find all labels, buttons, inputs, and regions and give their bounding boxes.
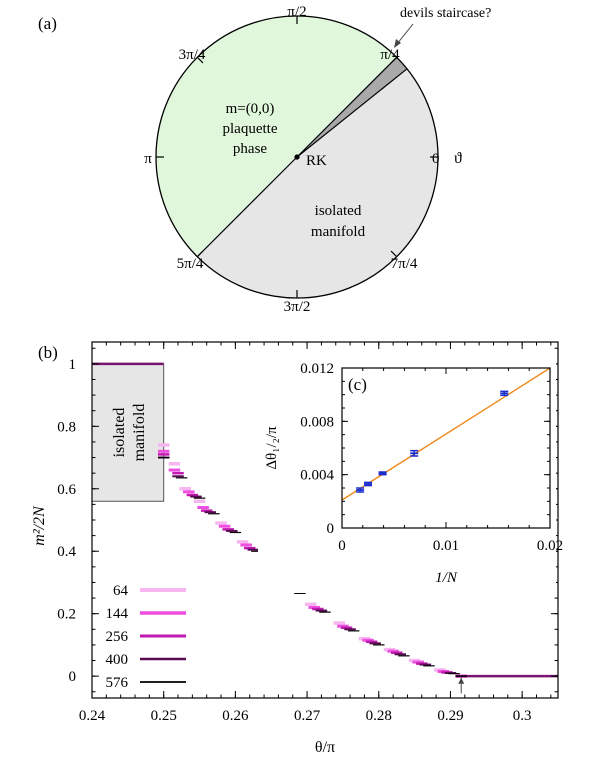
- sector-0: [156, 16, 397, 257]
- y-tick-label-b-2: 0.4: [57, 544, 76, 560]
- angle-tick-label-1: π/4: [380, 47, 400, 63]
- angle-tick-label-7: 7π/4: [391, 256, 418, 272]
- legend-label-64: 64: [113, 583, 129, 599]
- series-64: [157, 443, 467, 678]
- isolated-manifold-label: isolated manifold: [111, 404, 148, 462]
- y-tick-label-b-1: 0.2: [57, 607, 76, 623]
- panel-label-c: (c): [348, 375, 367, 394]
- angle-tick-1: [390, 56, 398, 64]
- y-tick-label-c-3: 0.012: [300, 361, 334, 377]
- isolated-manifold-label-line-1: manifold: [131, 404, 148, 462]
- isolated-manifold-region: [91, 363, 165, 502]
- transition-arrow-head: [458, 677, 465, 684]
- legend-label-144: 144: [106, 606, 129, 622]
- fit-line: [341, 367, 551, 501]
- x-tick-label-b-2: 0.26: [222, 708, 249, 724]
- y-tick-label-c-2: 0.008: [300, 414, 334, 430]
- inset-background: [258, 358, 556, 593]
- boundary-line-1: [296, 56, 398, 158]
- y-tick-label-b-4: 0.8: [57, 419, 76, 435]
- annotation-devils-staircase: devils staircase?: [400, 6, 491, 21]
- y-tick-label-c-1: 0.004: [300, 468, 334, 484]
- y-tick-label-c-0: 0: [327, 521, 335, 537]
- panel-label-a: (a): [38, 14, 57, 33]
- plaquette-label-line-2: phase: [233, 141, 267, 157]
- angle-tick-label-3: 3π/4: [179, 47, 206, 63]
- x-tick-label-b-0: 0.24: [79, 708, 106, 724]
- annotation-arrow-line: [396, 23, 414, 45]
- legend-label-256: 256: [106, 629, 129, 645]
- y-tick-label-b-5: 1: [69, 357, 77, 373]
- panel-label-b: (b): [38, 343, 58, 362]
- angle-tick-7: [390, 250, 398, 258]
- y-axis-label-b: m²/2N: [31, 505, 48, 546]
- rk-point: [294, 154, 300, 160]
- x-tick-label-b-1: 0.25: [151, 708, 177, 724]
- center-label-rk: RK: [306, 153, 327, 169]
- y-tick-label-b-3: 0.6: [57, 482, 76, 498]
- x-tick-label-b-6: 0.3: [513, 708, 532, 724]
- angle-tick-label-0: 0: [432, 151, 440, 167]
- x-tick-label-b-5: 0.29: [437, 708, 463, 724]
- angle-tick-label-2: π/2: [287, 4, 306, 20]
- panel-a-circle-diagram: (a) 0 π/4 π/2 3π/4 π 5π/4 3π/2 7π/4 ϑ RK m=(0,0) pla…: [38, 4, 491, 315]
- angle-tick-label-4: π: [144, 151, 152, 167]
- sector-1: [297, 57, 408, 157]
- x-tick-label-c-1: 0.01: [433, 538, 459, 554]
- y-tick-label-b-0: 0: [69, 669, 77, 685]
- boundary-line-0: [296, 68, 408, 158]
- x-tick-label-b-4: 0.28: [366, 708, 392, 724]
- angle-tick-label-6: 3π/2: [284, 299, 311, 315]
- plaquette-label-line-0: m=(0,0): [226, 101, 275, 117]
- panel-b-staircase-plot: (b) isolated manifold 0.24 0.25 0.26 0.27 0.28 0…: [31, 341, 559, 756]
- x-tick-label-c-2: 0.02: [537, 538, 563, 554]
- sector-2: [197, 68, 438, 298]
- annotation-arrow-head: [394, 39, 401, 48]
- isolated-label-line-1: manifold: [311, 224, 366, 240]
- isolated-manifold-label-line-0: isolated: [111, 408, 128, 458]
- x-tick-label-c-0: 0: [338, 538, 346, 554]
- angle-tick-label-5: 5π/4: [177, 256, 204, 272]
- x-tick-label-b-3: 0.27: [294, 708, 321, 724]
- x-axis-label-c: 1/N: [435, 570, 458, 586]
- isolated-label-line-0: isolated: [315, 203, 362, 219]
- plaquette-label-line-1: plaquette: [223, 121, 278, 137]
- legend-label-576: 576: [106, 675, 129, 691]
- angle-tick-5: [196, 250, 204, 258]
- x-axis-label-b: θ/π: [315, 739, 335, 756]
- boundary-line-2: [196, 156, 298, 258]
- y-axis-label-c: Δθ₁/₂/π: [264, 426, 280, 470]
- legend-label-400: 400: [106, 652, 129, 668]
- angle-tick-3: [196, 56, 204, 64]
- angle-axis-symbol: ϑ: [454, 150, 462, 167]
- panel-c-inset-plot: 0 0.01 0.02 0 0.004 0.008 0.012 (c) 1/N Δθ₁/₂/π: [258, 358, 563, 593]
